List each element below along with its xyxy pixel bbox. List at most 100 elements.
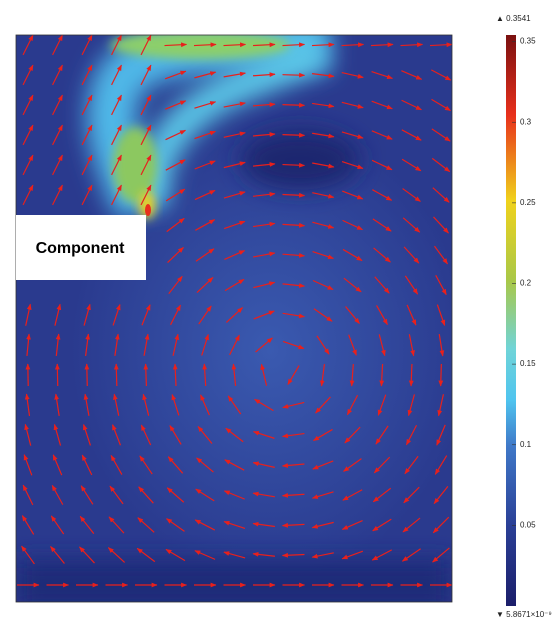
flow-arrow [165,129,187,141]
flow-arrow [252,72,276,77]
flow-arrow [405,424,418,446]
flow-arrow [252,132,276,137]
flow-arrow [223,220,246,230]
flow-arrow [195,488,215,502]
flow-arrow [169,425,182,445]
flow-arrow [342,219,364,231]
colorbar-max-label: ▲ 0.3541 [496,14,531,23]
colorbar-tick-label: 0.05 [520,520,536,529]
flow-arrow [371,70,394,80]
flow-arrow [111,94,122,116]
flow-arrow [406,304,417,326]
flow-arrow [312,460,334,470]
flow-arrow [21,545,35,565]
flow-arrow [312,250,335,260]
flow-arrow [143,333,150,356]
flow-arrow [50,546,65,564]
flow-arrow [281,522,305,528]
flow-arrow [253,191,276,197]
flow-arrow [252,551,275,557]
flow-arrow [253,310,275,320]
flow-arrow [25,303,32,326]
flow-arrow [315,396,331,414]
flow-arrow [22,64,34,86]
flow-arrow [21,515,35,535]
flow-arrow [316,335,330,355]
flow-arrow [252,162,276,167]
flow-arrow [404,275,419,295]
flow-arrow [402,188,421,202]
flow-arrow [404,455,419,475]
flow-arrow [408,334,415,357]
flow-arrow [312,162,335,169]
flow-arrow [140,124,152,146]
flow-arrow [432,516,450,534]
flow-arrow [281,432,305,439]
flow-arrow [195,219,216,231]
flow-arrow [400,42,424,48]
flow-arrow [231,363,237,387]
colorbar-tick-label: 0.3 [520,117,532,126]
flow-arrow [341,520,363,530]
flow-arrow [166,487,185,503]
flow-arrow [139,455,153,475]
flow-arrow [137,517,155,533]
flow-arrow [81,184,93,206]
flow-arrow [403,246,420,264]
flow-arrow [436,304,446,326]
flow-arrow [23,454,33,476]
flow-arrow [52,184,63,206]
flow-arrow [348,334,357,356]
flow-arrow [371,549,393,561]
flow-arrow [81,35,93,56]
flow-arrow [429,42,452,48]
flow-arrow [22,154,34,176]
flow-arrow [282,192,306,198]
flow-arrow [436,424,446,446]
flow-arrow [312,102,335,109]
flow-arrow [223,131,246,138]
flow-arrow [107,547,126,563]
flow-arrow [282,132,306,138]
flow-arrow [81,454,93,476]
flow-arrow [80,485,94,505]
flow-arrow [373,247,391,263]
flow-arrow [24,423,32,446]
flow-arrow [140,154,152,176]
flow-arrow [432,547,450,563]
flow-arrow [312,221,335,229]
flow-arrow [437,394,444,417]
flow-arrow [140,64,152,86]
colorbar-tick-label: 0.1 [520,440,532,449]
flow-arrow [82,423,92,446]
flow-arrow [167,246,184,264]
flow-arrow [341,160,364,170]
flow-arrow [54,303,62,326]
colorbar-tick-label: 0.25 [520,198,536,207]
flow-arrow [53,423,62,446]
flow-arrow [85,333,91,356]
flow-arrow [342,190,364,200]
flow-arrow [375,425,389,445]
flow-arrow [402,217,421,233]
arrow-field [17,35,452,588]
flow-arrow [140,35,152,56]
flow-arrow [403,486,420,504]
flow-arrow [81,154,93,176]
flow-arrow [114,333,120,356]
flow-arrow [431,128,451,142]
flow-arrow [377,394,387,416]
flow-arrow [172,363,178,387]
flow-arrow [26,333,31,357]
flow-arrow [79,515,95,535]
flow-arrow [22,124,34,146]
flow-arrow [143,363,149,387]
flow-arrow [200,394,210,416]
flow-arrow [141,304,151,326]
flow-arrow [50,515,65,535]
colorbar-tick-label: 0.2 [520,279,532,288]
flow-arrow [79,546,95,564]
flow-arrow [341,550,364,560]
flow-arrow [434,455,448,475]
flow-arrow [52,35,63,56]
